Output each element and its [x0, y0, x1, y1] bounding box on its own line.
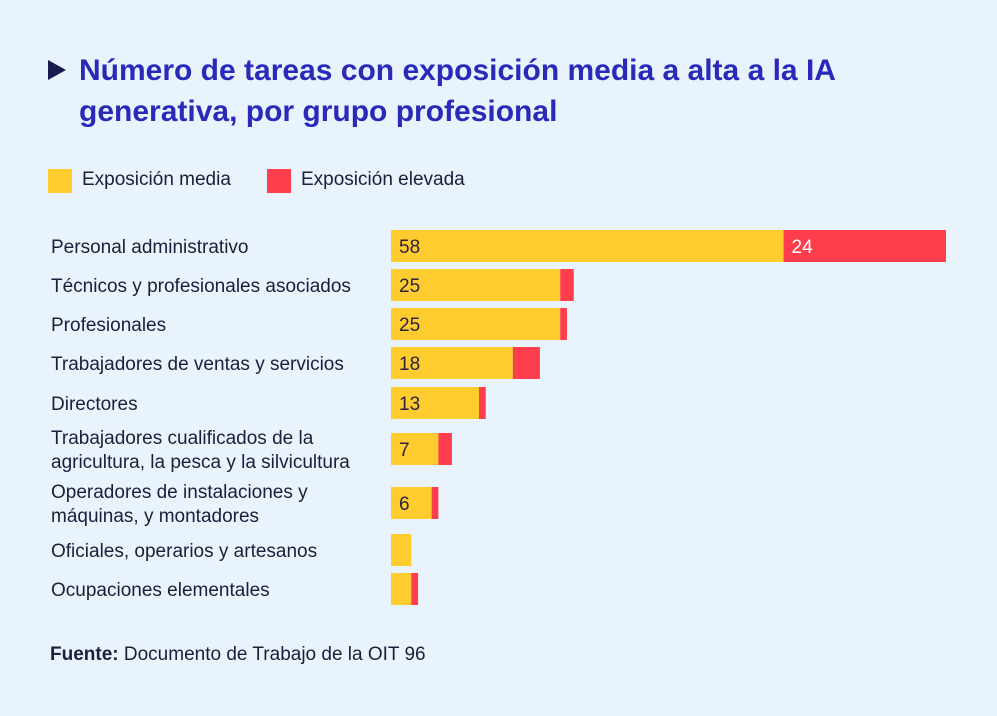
bar-exposicion-elevada: [478, 387, 486, 419]
source-note: Fuente: Documento de Trabajo de la OIT 9…: [50, 644, 426, 666]
bar-exposicion-elevada: [411, 573, 419, 605]
bar-exposicion-media: [391, 387, 479, 419]
legend-label-media: Exposición media: [82, 169, 231, 190]
data-label: 58: [399, 237, 420, 258]
bar-exposicion-elevada: [438, 433, 452, 465]
title-triangle-icon: [48, 60, 66, 80]
category-label: Profesionales: [51, 315, 166, 336]
category-label: Directores: [51, 394, 138, 415]
category-label: Personal administrativo: [51, 237, 248, 258]
bar-exposicion-elevada: [783, 230, 946, 262]
category-label: Ocupaciones elementales: [51, 580, 270, 601]
data-label: 6: [399, 494, 410, 515]
bar-exposicion-media: [391, 347, 513, 379]
legend-swatch-media: [48, 169, 72, 193]
bar-exposicion-elevada: [431, 487, 439, 519]
bar-exposicion-media: [391, 433, 439, 465]
chart-title: Número de tareas con exposición media a …: [79, 54, 835, 128]
data-label: 25: [399, 276, 420, 297]
bar-exposicion-elevada: [512, 347, 540, 379]
data-label: 18: [399, 354, 420, 375]
category-label: Oficiales, operarios y artesanos: [51, 541, 317, 562]
category-label: Trabajadores de ventas y servicios: [51, 354, 344, 375]
data-label: 25: [399, 315, 420, 336]
data-label: 7: [399, 440, 410, 461]
bar-exposicion-elevada: [560, 269, 574, 301]
category-label: Trabajadores cualificados de la agricultu…: [51, 428, 350, 473]
bar-exposicion-media: [391, 573, 412, 605]
legend-label-elevada: Exposición elevada: [301, 169, 465, 190]
source-label: Fuente:: [50, 644, 119, 665]
bar-exposicion-media: [391, 230, 784, 262]
data-label: 13: [399, 394, 420, 415]
bar-exposicion-media: [391, 308, 561, 340]
source-text: Documento de Trabajo de la OIT 96: [123, 644, 426, 665]
category-label: Técnicos y profesionales asociados: [51, 276, 351, 297]
legend-swatch-elevada: [267, 169, 291, 193]
bar-exposicion-media: [391, 269, 561, 301]
bar-exposicion-media: [391, 534, 412, 566]
data-label: 24: [792, 237, 814, 258]
bar-exposicion-elevada: [560, 308, 567, 340]
category-label: Operadores de instalaciones y máquinas, y…: [51, 482, 308, 527]
bar-exposicion-media: [391, 487, 432, 519]
